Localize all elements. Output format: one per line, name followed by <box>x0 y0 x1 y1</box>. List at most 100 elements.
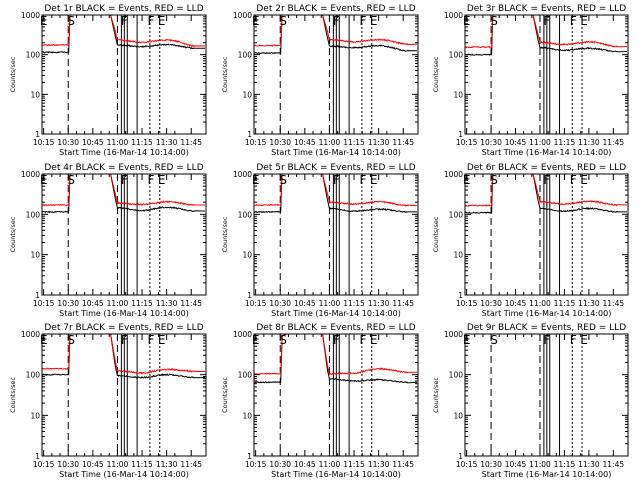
y-tick-label: 100 <box>26 51 41 60</box>
y-tick-label: 1000 <box>21 11 40 20</box>
marker-f-2: F <box>147 173 154 187</box>
y-tick-label: 1000 <box>444 170 463 179</box>
marker-f-1: F <box>543 333 550 347</box>
events-series-line <box>465 174 627 214</box>
x-tick-label: 10:30 <box>269 460 291 469</box>
x-axis-label: Start Time (16-Mar-14 10:14:00) <box>59 148 189 157</box>
detector-panel: Det 6r BLACK = Events, RED = LLD 1 10 100 10… <box>432 163 629 318</box>
events-series-line <box>42 15 206 54</box>
plot-frame <box>253 333 419 457</box>
y-tick-label: 1000 <box>233 11 252 20</box>
x-tick-label: 11:15 <box>554 299 576 308</box>
marker-s: S <box>490 333 498 347</box>
y-tick-label: 1 <box>247 291 252 300</box>
x-tick-label: 11:00 <box>107 460 129 469</box>
marker-s: S <box>67 333 75 347</box>
x-tick-label: 11:45 <box>180 299 202 308</box>
panel-title: Det 8r BLACK = Events, RED = LLD <box>256 323 415 333</box>
events-series-line <box>254 15 418 55</box>
x-tick-label: 11:15 <box>131 138 153 147</box>
detector-panel: Det 3r BLACK = Events, RED = LLD 1 10 100 10… <box>432 4 629 157</box>
events-series-line <box>465 15 628 56</box>
marker-e-start: E <box>463 14 471 28</box>
y-axis-label: Counts/sec <box>432 216 440 252</box>
x-axis-label: Start Time (16-Mar-14 10:14:00) <box>59 470 189 479</box>
y-tick-label: 1 <box>35 130 40 139</box>
plot-frame <box>464 173 629 296</box>
marker-e-end: E <box>158 173 166 187</box>
y-axis-label: Counts/sec <box>9 377 17 413</box>
marker-f-2: F <box>147 14 154 28</box>
detector-panel: Det 2r BLACK = Events, RED = LLD 1 10 100 10… <box>221 4 419 157</box>
y-tick-label: 10 <box>30 251 40 260</box>
x-axis-label: Start Time (16-Mar-14 10:14:00) <box>271 470 401 479</box>
x-axis-label: Start Time (16-Mar-14 10:14:00) <box>482 148 612 157</box>
y-axis-label: Counts/sec <box>432 56 440 92</box>
x-tick-label: 11:00 <box>319 460 341 469</box>
marker-f-1: F <box>121 333 128 347</box>
x-tick-label: 11:30 <box>156 460 178 469</box>
detector-panel: Det 9r BLACK = Events, RED = LLD 1 10 100 10… <box>432 323 629 479</box>
y-tick-label: 1000 <box>233 170 252 179</box>
x-tick-label: 10:30 <box>480 460 502 469</box>
x-tick-label: 11:30 <box>368 138 390 147</box>
y-tick-label: 1000 <box>21 330 40 339</box>
marker-f-1: F <box>333 173 340 187</box>
x-tick-label: 10:15 <box>33 299 55 308</box>
x-tick-label: 11:30 <box>156 299 178 308</box>
plot-frame <box>41 14 207 135</box>
x-tick-label: 10:30 <box>57 460 79 469</box>
x-axis-label: Start Time (16-Mar-14 10:14:00) <box>482 470 612 479</box>
marker-f-1: F <box>121 173 128 187</box>
marker-e-end: E <box>580 173 588 187</box>
x-tick-label: 11:15 <box>554 138 576 147</box>
x-axis-label: Start Time (16-Mar-14 10:14:00) <box>59 309 189 318</box>
x-tick-label: 10:45 <box>294 138 316 147</box>
marker-e-end: E <box>158 333 166 347</box>
x-tick-label: 11:15 <box>131 460 153 469</box>
y-tick-label: 10 <box>453 90 463 99</box>
detector-panel: Det 5r BLACK = Events, RED = LLD 1 10 100 10… <box>221 163 419 318</box>
marker-s: S <box>490 14 498 28</box>
lld-series-line <box>42 174 205 207</box>
y-tick-label: 1 <box>35 291 40 300</box>
x-tick-label: 11:45 <box>603 299 625 308</box>
plot-frame <box>253 14 419 135</box>
panel-title: Det 6r BLACK = Events, RED = LLD <box>467 163 626 173</box>
panel-title: Det 7r BLACK = Events, RED = LLD <box>44 323 203 333</box>
marker-e-end: E <box>158 14 166 28</box>
marker-s: S <box>490 173 498 187</box>
marker-s: S <box>279 173 287 187</box>
x-tick-label: 11:45 <box>180 138 202 147</box>
y-tick-label: 100 <box>238 51 253 60</box>
y-tick-label: 1 <box>458 130 463 139</box>
x-tick-label: 11:45 <box>180 460 202 469</box>
marker-f-2: F <box>359 173 366 187</box>
x-tick-label: 11:30 <box>368 299 390 308</box>
x-tick-label: 10:45 <box>505 138 527 147</box>
detector-panel: Det 7r BLACK = Events, RED = LLD 1 10 100 10… <box>9 323 207 479</box>
x-tick-label: 11:30 <box>578 460 600 469</box>
x-tick-label: 10:15 <box>245 460 267 469</box>
x-axis-label: Start Time (16-Mar-14 10:14:00) <box>271 309 401 318</box>
marker-e-start: E <box>252 14 260 28</box>
x-tick-label: 11:00 <box>107 138 129 147</box>
panel-title: Det 4r BLACK = Events, RED = LLD <box>44 163 203 173</box>
x-tick-label: 10:15 <box>456 299 478 308</box>
x-tick-label: 10:45 <box>294 299 316 308</box>
x-tick-label: 11:45 <box>603 138 625 147</box>
lld-series-line <box>254 174 418 207</box>
events-series-line <box>42 174 206 214</box>
x-tick-label: 11:45 <box>603 460 625 469</box>
marker-f-2: F <box>570 14 577 28</box>
x-tick-label: 10:15 <box>33 138 55 147</box>
x-tick-label: 11:45 <box>392 460 414 469</box>
y-tick-label: 1000 <box>233 330 252 339</box>
x-tick-label: 10:30 <box>480 299 502 308</box>
marker-e-end: E <box>370 173 378 187</box>
marker-e-end: E <box>370 14 378 28</box>
y-tick-label: 10 <box>242 411 252 420</box>
plot-frame <box>464 333 629 457</box>
events-series-line <box>254 334 418 384</box>
